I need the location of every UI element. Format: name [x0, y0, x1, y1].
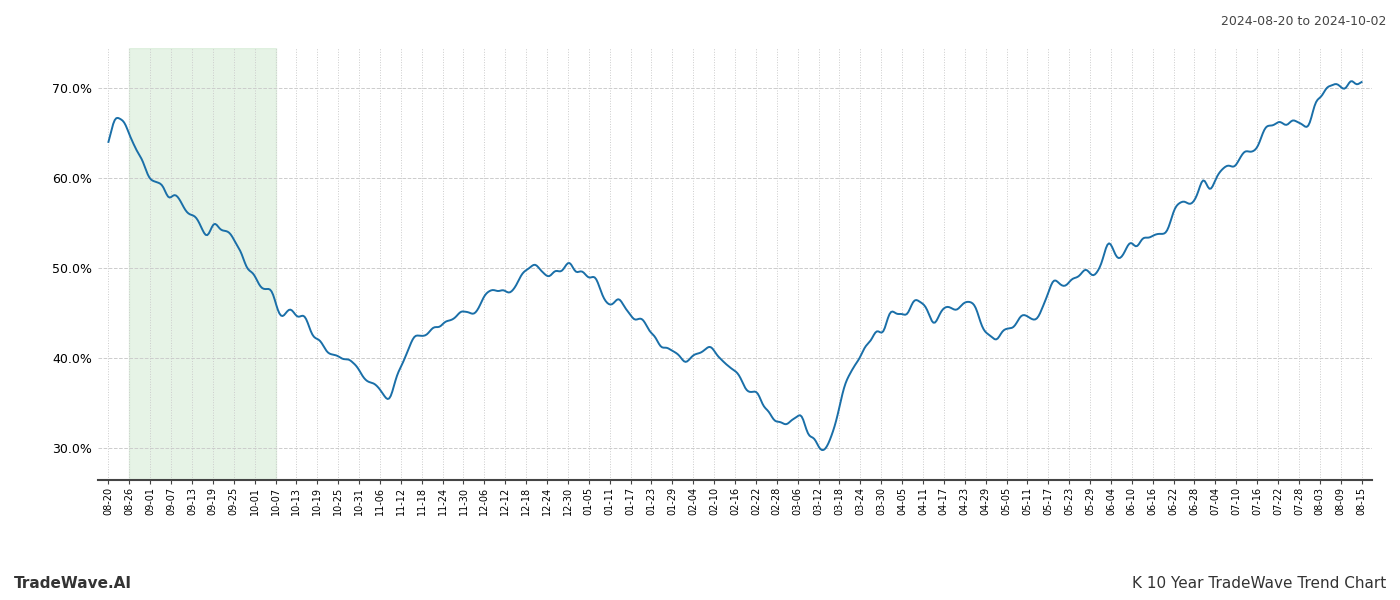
Text: TradeWave.AI: TradeWave.AI: [14, 576, 132, 591]
Text: K 10 Year TradeWave Trend Chart: K 10 Year TradeWave Trend Chart: [1131, 576, 1386, 591]
Text: 2024-08-20 to 2024-10-02: 2024-08-20 to 2024-10-02: [1221, 15, 1386, 28]
Bar: [129, 48, 276, 480]
